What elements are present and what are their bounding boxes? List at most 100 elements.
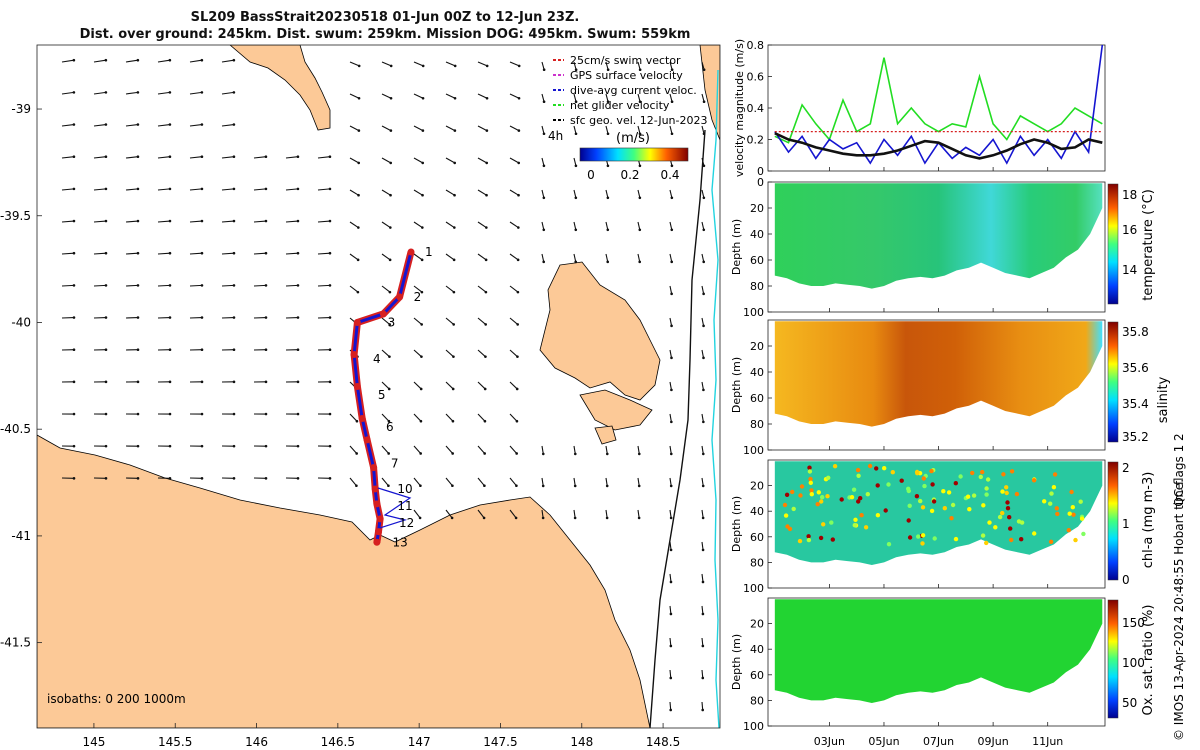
velocity-vector [253,220,267,223]
velocity-vector-head [200,187,204,191]
velocity-vector-head [702,420,705,424]
velocity-vector-head [388,258,392,262]
velocity-vector-head [701,484,705,488]
velocity-vector-head [517,64,521,68]
velocity-vector [413,445,422,454]
chla-sample-dot [799,484,805,489]
depth-axes: 0 20 40 60 80 100 Depth (m) 20 40 60 80 100 Depth (m… [730,176,772,733]
velocity-vector [157,156,170,159]
velocity-vector [541,157,545,166]
velocity-vector-head [232,348,236,351]
imos-credit: © IMOS 13-Apr-2024 20:48:55 Hobart time. [1172,479,1186,741]
velocity-vector-head [168,123,172,126]
chla-sample-dot [874,466,879,471]
velocity-vector [381,221,391,228]
velocity-vector [445,93,456,99]
velocity-vector-head [670,132,674,136]
velocity-vector [701,669,704,679]
velocity-vector-head [701,676,705,680]
velocity-vector-head [388,290,392,294]
velocity-vector [349,445,358,454]
velocity-vector [701,381,704,390]
velocity-vector [701,701,704,711]
velocity-vector-head [72,477,76,480]
track-point [353,318,361,326]
chla-sample-dot [950,502,956,508]
velocity-y-tick-label: 0.6 [747,71,765,84]
velocity-vector-head [542,260,546,264]
velocity-vector-head [451,387,455,391]
depth-tick-label: 100 [743,582,764,595]
velocity-vector [349,61,360,67]
velocity-vector-head [421,64,425,68]
velocity-vector-head [453,226,456,229]
chla-sample-dot [807,465,812,470]
velocity-vector-head [296,284,300,287]
velocity-vector [669,477,672,486]
velocity-vector-head [104,91,108,94]
chla-sample-dot [832,464,838,469]
colorbar-tick: 0.4 [660,168,679,182]
track-point [371,485,379,493]
chla-sample-dot [907,535,913,540]
chla-sample-dot [949,516,954,521]
velocity-vector [189,59,202,63]
velocity-vector-head [483,484,486,487]
chla-sample-dot [906,518,911,523]
chla-colorbar [1107,461,1119,581]
velocity-vector [125,59,138,63]
velocity-vector [669,93,673,102]
chla-sample-dot [958,474,963,479]
track-point [373,538,381,546]
velocity-vector [157,59,170,63]
velocity-vector-head [670,388,673,392]
velocity-vector-head [232,155,236,159]
velocity-vector [189,188,202,191]
chla-sample-dot [907,503,912,508]
velocity-vector-head [574,68,578,72]
map-x-tick-label: 145 [82,735,105,749]
velocity-vector [509,125,520,132]
chla-sample-dot [886,542,892,547]
map-x-tick-label: 146 [245,735,268,749]
velocity-vector [93,284,107,287]
velocity-vector-head [104,444,108,448]
velocity-vector [637,189,641,198]
depth-axis-label: Depth (m) [730,634,743,690]
velocity-vector [701,445,704,454]
velocity-vector-head [542,164,546,168]
velocity-vector [477,253,487,261]
velocity-vector [61,91,74,95]
velocity-vector-head [264,477,268,480]
chla-sample-dot [849,495,855,500]
velocity-vector [701,157,705,166]
velocity-vector-head [168,477,172,480]
velocity-vector [189,220,203,223]
velocity-vector-head [483,387,487,391]
chla-sample-dot [1019,537,1024,542]
velocity-vector [349,221,359,228]
legend-entry: GPS surface velocity [570,69,683,82]
chla-sample-dot [867,463,873,469]
velocity-vector [413,509,421,519]
chla-sample-dot [946,490,952,495]
velocity-vector-head [451,484,454,487]
map-y-axis: -39 -39.5 -40 -40.5 -41 -41.5 [0,102,42,650]
chla-sample-dot [984,492,989,497]
velocity-vector [413,157,423,164]
chla-sample-dot [1067,511,1072,516]
velocity-vector [157,284,171,287]
velocity-vector [669,61,673,70]
velocity-vector-head [669,708,672,712]
velocity-vector [477,61,488,67]
velocity-vector [669,317,673,326]
chla-sample-dot [851,487,857,492]
velocity-vector-head [637,452,641,456]
velocity-vector-head [606,228,610,232]
velocity-vector-head [200,123,204,126]
chla-sample-dot [1071,512,1076,517]
velocity-vector [669,189,673,198]
velocity-vector-head [542,132,546,136]
velocity-vector-head [669,644,673,648]
